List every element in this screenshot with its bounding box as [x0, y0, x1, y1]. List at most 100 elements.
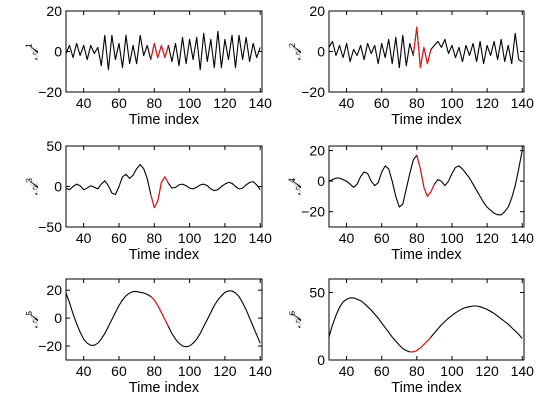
x-tick-label: 40 [339, 230, 355, 246]
x-axis-label: Time index [391, 247, 462, 263]
x-tick-label: 120 [475, 230, 499, 246]
y-tick-label: 20 [46, 3, 62, 19]
y-axis-label-symbol: 𝒜 [290, 179, 305, 195]
y-axis-label-symbol: 𝒜 [290, 312, 305, 328]
x-tick-label: 140 [249, 95, 273, 111]
x-tick-label: 140 [511, 363, 535, 379]
y-tick-label: 0 [317, 173, 325, 189]
y-tick-label: −20 [301, 84, 325, 100]
x-tick-label: 40 [76, 363, 92, 379]
y-axis-label-superscript: 1 [25, 43, 34, 48]
y-axis-label-symbol: 𝒜 [27, 179, 42, 195]
y-tick-label: 0 [54, 179, 62, 195]
y-tick-label: 20 [309, 143, 325, 159]
x-tick-label: 120 [213, 230, 237, 246]
x-tick-label: 100 [440, 230, 464, 246]
subplot-6: 40 60 80 100 120 140 0 50 Time index 𝒜6 [288, 278, 535, 396]
y-tick-label: 20 [309, 3, 325, 19]
y-tick-label: 0 [54, 310, 62, 326]
series-line [329, 297, 523, 353]
x-tick-label: 100 [178, 363, 202, 379]
y-tick-label: 50 [46, 138, 62, 154]
y-tick-label: −50 [38, 219, 62, 235]
x-tick-label: 80 [409, 95, 425, 111]
series-line [66, 290, 261, 348]
x-tick-label: 120 [475, 363, 499, 379]
subplot-5: 40 60 80 100 120 140 −20 0 20 Time index 𝒜5 [25, 278, 273, 396]
y-axis-label: 𝒜1 [25, 43, 42, 60]
y-axis-label-superscript: 5 [25, 311, 34, 316]
subplot-1: 40 60 80 100 120 140 −20 0 20 Time index 𝒜1 [25, 3, 272, 128]
x-tick-label: 40 [76, 95, 92, 111]
axes-box [65, 278, 263, 361]
subplot-2: 40 60 80 100 120 140 −20 0 20 Time index 𝒜2 [288, 3, 534, 128]
x-tick-label: 100 [178, 95, 202, 111]
y-tick-label: 0 [54, 44, 62, 60]
x-tick-label: 60 [111, 95, 127, 111]
x-tick-label: 40 [339, 363, 355, 379]
x-tick-label: 100 [440, 95, 464, 111]
y-tick-label: −20 [38, 338, 62, 354]
x-tick-label: 60 [111, 363, 127, 379]
x-tick-label: 100 [440, 363, 464, 379]
x-tick-label: 140 [249, 363, 273, 379]
highlight-segment [150, 42, 169, 60]
y-tick-label: −20 [38, 84, 62, 100]
y-axis-label-superscript: 3 [25, 178, 34, 183]
x-tick-label: 60 [374, 363, 390, 379]
x-tick-label: 80 [146, 230, 162, 246]
y-tick-label: 20 [46, 282, 62, 298]
x-tick-label: 140 [511, 95, 535, 111]
y-axis-label-symbol: 𝒜 [27, 312, 42, 328]
x-axis-label: Time index [129, 247, 200, 263]
x-tick-label: 140 [511, 230, 535, 246]
y-axis-label: 𝒜4 [288, 178, 305, 195]
subplot-4: 40 60 80 100 120 140 −20 0 20 Time index 𝒜4 [288, 143, 534, 263]
x-axis-label: Time index [129, 112, 200, 128]
y-axis-label-superscript: 2 [288, 43, 297, 48]
y-axis-label: 𝒜3 [25, 178, 42, 195]
highlight-segment [150, 296, 169, 327]
y-axis-label-symbol: 𝒜 [27, 44, 42, 60]
x-axis-label: Time index [129, 380, 200, 396]
x-axis-label: Time index [391, 380, 462, 396]
x-tick-label: 80 [409, 363, 425, 379]
x-tick-label: 80 [409, 230, 425, 246]
axes-box [65, 145, 263, 228]
x-tick-label: 120 [213, 363, 237, 379]
x-tick-label: 40 [76, 230, 92, 246]
x-tick-label: 80 [146, 95, 162, 111]
series-line [329, 150, 523, 216]
y-tick-label: 0 [317, 352, 325, 368]
highlight-segment [412, 26, 432, 69]
y-tick-label: 0 [317, 44, 325, 60]
y-axis-label: 𝒜5 [25, 311, 42, 328]
x-tick-label: 80 [146, 363, 162, 379]
x-tick-label: 60 [374, 95, 390, 111]
axes-box [328, 278, 525, 361]
y-axis-label-symbol: 𝒜 [290, 44, 305, 60]
y-tick-label: −20 [301, 204, 325, 220]
x-tick-label: 60 [374, 230, 390, 246]
x-tick-label: 100 [178, 230, 202, 246]
x-tick-label: 140 [249, 230, 273, 246]
y-axis-label-superscript: 6 [288, 311, 297, 316]
y-axis-label: 𝒜2 [288, 43, 305, 60]
x-tick-label: 60 [111, 230, 127, 246]
series-line [329, 26, 523, 69]
x-tick-label: 120 [213, 95, 237, 111]
y-tick-label: 50 [309, 285, 325, 301]
x-tick-label: 120 [475, 95, 499, 111]
x-axis-label: Time index [391, 112, 462, 128]
highlight-segment [150, 176, 169, 209]
highlight-segment [416, 155, 435, 197]
series-line [66, 164, 261, 209]
y-axis-label-superscript: 4 [288, 178, 297, 183]
x-tick-label: 40 [339, 95, 355, 111]
y-axis-label: 𝒜6 [288, 311, 305, 328]
subplot-3: 40 60 80 100 120 140 −50 0 50 Time index 𝒜3 [25, 138, 272, 263]
axes-box [328, 145, 525, 228]
highlight-segment [409, 336, 432, 353]
